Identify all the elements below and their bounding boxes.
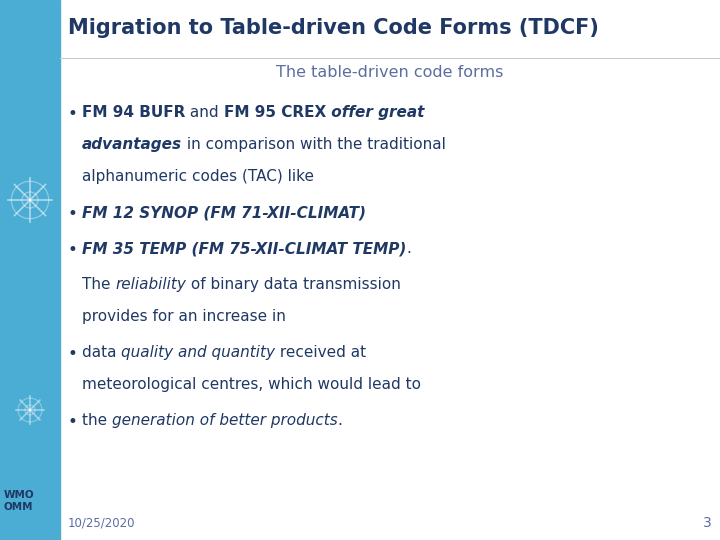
Text: the: the — [82, 413, 112, 428]
Text: •: • — [68, 105, 78, 123]
Text: reliability: reliability — [115, 277, 186, 292]
Text: alphanumeric codes (TAC) like: alphanumeric codes (TAC) like — [82, 169, 314, 184]
Text: and: and — [185, 105, 224, 120]
Text: The: The — [82, 277, 115, 292]
Text: •: • — [68, 345, 78, 363]
Text: in comparison with the traditional: in comparison with the traditional — [182, 137, 446, 152]
Text: FM 95 CREX: FM 95 CREX — [224, 105, 326, 120]
Text: •: • — [68, 241, 78, 259]
Text: 10/25/2020: 10/25/2020 — [68, 516, 135, 529]
Text: meteorological centres, which would lead to: meteorological centres, which would lead… — [82, 377, 420, 392]
Text: data: data — [82, 345, 121, 360]
Text: •: • — [68, 205, 78, 223]
Bar — [0, 0, 60, 540]
Text: generation of better products: generation of better products — [112, 413, 338, 428]
Text: 3: 3 — [703, 516, 712, 530]
Text: provides for an increase in: provides for an increase in — [82, 309, 286, 324]
Text: The table-driven code forms: The table-driven code forms — [276, 65, 503, 80]
Text: .: . — [338, 413, 343, 428]
Text: quality and quantity: quality and quantity — [121, 345, 275, 360]
Text: offer great: offer great — [326, 105, 424, 120]
Text: received at: received at — [275, 345, 366, 360]
Text: advantages: advantages — [82, 137, 182, 152]
Text: .: . — [406, 241, 411, 256]
Text: FM 12 SYNOP (FM 71-XII-CLIMAT): FM 12 SYNOP (FM 71-XII-CLIMAT) — [82, 205, 366, 220]
Text: of binary data transmission: of binary data transmission — [186, 277, 401, 292]
Text: FM 35 TEMP (FM 75-XII-CLIMAT TEMP): FM 35 TEMP (FM 75-XII-CLIMAT TEMP) — [82, 241, 406, 256]
Text: Migration to Table-driven Code Forms (TDCF): Migration to Table-driven Code Forms (TD… — [68, 18, 598, 38]
Text: WMO
OMM: WMO OMM — [4, 490, 35, 512]
Text: FM 94 BUFR: FM 94 BUFR — [82, 105, 185, 120]
Text: •: • — [68, 413, 78, 431]
